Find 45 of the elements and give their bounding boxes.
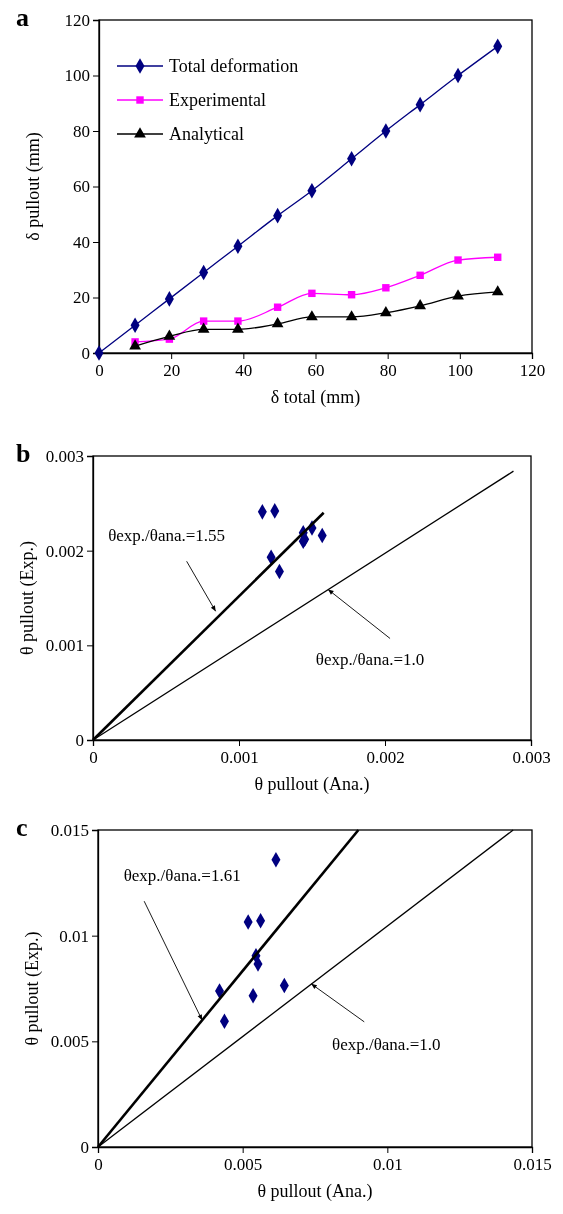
annotation: θexp./θana.=1.0 [315, 650, 425, 670]
x-tick-label: 0.01 [372, 1155, 403, 1175]
y-tick-label: 60 [73, 177, 90, 197]
x-tick-label: 60 [307, 361, 325, 381]
x-tick-label: 0.005 [224, 1155, 263, 1175]
x-tick-label: 0.001 [220, 748, 259, 768]
legend-label: Analytical [169, 124, 244, 144]
y-axis-title: θ pullout (Exp.) [17, 540, 38, 656]
y-axis-title: θ pullout (Exp.) [22, 931, 43, 1046]
legend-label: Total deformation [169, 56, 299, 76]
chart-title: a [16, 3, 29, 32]
chart-title: b [16, 439, 31, 468]
y-tick-label: 0 [81, 343, 90, 363]
y-tick-label: 0.002 [45, 541, 84, 561]
x-tick-label: 120 [519, 361, 546, 381]
y-tick-label: 0.005 [50, 1032, 89, 1052]
y-tick-label: 40 [73, 232, 90, 252]
chart-title: c [16, 813, 28, 842]
x-tick-label: 0.003 [512, 748, 551, 768]
annotation: θexp./θana.=1.0 [332, 1034, 441, 1054]
legend-label: Experimental [169, 90, 266, 110]
y-tick-label: 0.001 [45, 636, 84, 656]
x-axis-title: θ pullout (Ana.) [257, 1181, 373, 1202]
y-tick-label: 0.01 [59, 926, 89, 946]
y-tick-label: 100 [64, 66, 90, 86]
annotation: θexp./θana.=1.61 [123, 866, 241, 886]
annotation: θexp./θana.=1.55 [108, 526, 226, 546]
y-tick-label: 20 [73, 288, 90, 308]
y-tick-label: 0 [75, 730, 84, 750]
y-tick-label: 120 [64, 10, 90, 30]
x-tick-label: 80 [379, 361, 397, 381]
x-axis-title: δ total (mm) [270, 387, 361, 408]
x-tick-label: 0 [95, 361, 104, 381]
x-tick-label: 0 [94, 1155, 103, 1175]
x-axis-title: θ pullout (Ana.) [254, 774, 370, 795]
y-tick-label: 80 [73, 121, 90, 141]
x-tick-label: 0.015 [513, 1155, 552, 1175]
x-tick-label: 40 [235, 361, 253, 381]
y-tick-label: 0 [80, 1137, 89, 1157]
x-tick-label: 20 [163, 361, 181, 381]
y-tick-label: 0.003 [45, 446, 84, 466]
x-tick-label: 100 [447, 361, 474, 381]
y-tick-label: 0.015 [50, 820, 89, 840]
x-tick-label: 0.002 [366, 748, 405, 768]
y-axis-title: δ pullout (mm) [23, 132, 44, 241]
